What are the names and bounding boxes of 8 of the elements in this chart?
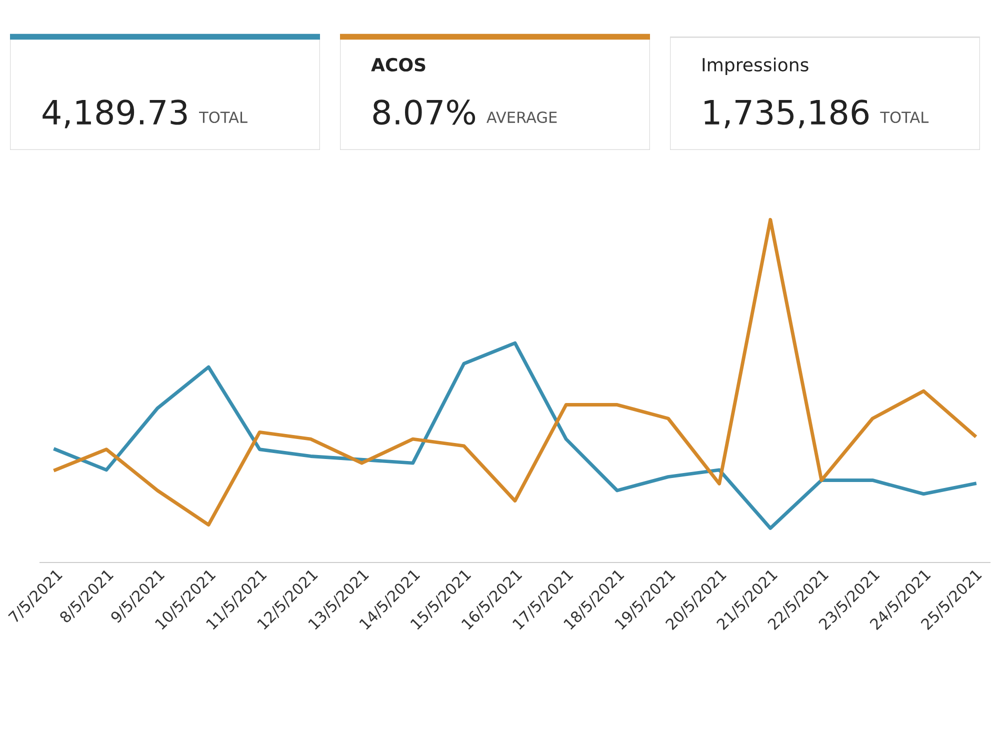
text: TOTAL (880, 111, 929, 124)
text: 1,735,186 (704, 100, 869, 128)
text: TOTAL (199, 111, 248, 124)
text: 4,189.73 (42, 100, 187, 128)
text: 8.07% (373, 100, 476, 125)
text: ACOS (371, 58, 426, 72)
text: Impressions (702, 58, 808, 76)
text: AVERAGE (486, 111, 557, 124)
